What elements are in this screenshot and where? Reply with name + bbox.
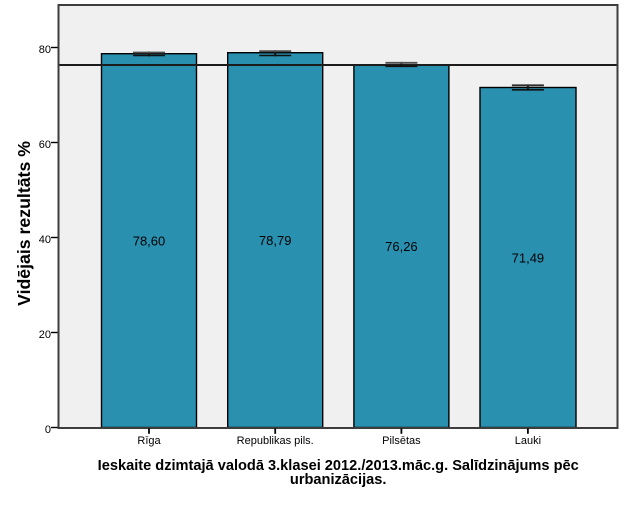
svg-text:Vidējais rezultāts %: Vidējais rezultāts %: [14, 141, 34, 306]
svg-text:0: 0: [45, 424, 51, 436]
svg-text:78,60: 78,60: [133, 234, 166, 249]
svg-text:76,26: 76,26: [385, 239, 418, 254]
svg-text:Pilsētas: Pilsētas: [382, 435, 421, 447]
svg-text:60: 60: [39, 139, 51, 151]
svg-text:Lauki: Lauki: [515, 435, 541, 447]
svg-text:40: 40: [39, 234, 51, 246]
svg-text:20: 20: [39, 329, 51, 341]
svg-text:80: 80: [39, 44, 51, 56]
svg-text:78,79: 78,79: [259, 233, 292, 248]
svg-text:urbanizācijas.: urbanizācijas.: [290, 472, 387, 488]
svg-text:Rīga: Rīga: [137, 435, 161, 447]
svg-text:71,49: 71,49: [512, 251, 545, 266]
svg-text:Ieskaite dzimtajā valodā 3.kla: Ieskaite dzimtajā valodā 3.klasei 2012./…: [98, 458, 579, 474]
svg-text:Republikas pils.: Republikas pils.: [237, 435, 314, 447]
